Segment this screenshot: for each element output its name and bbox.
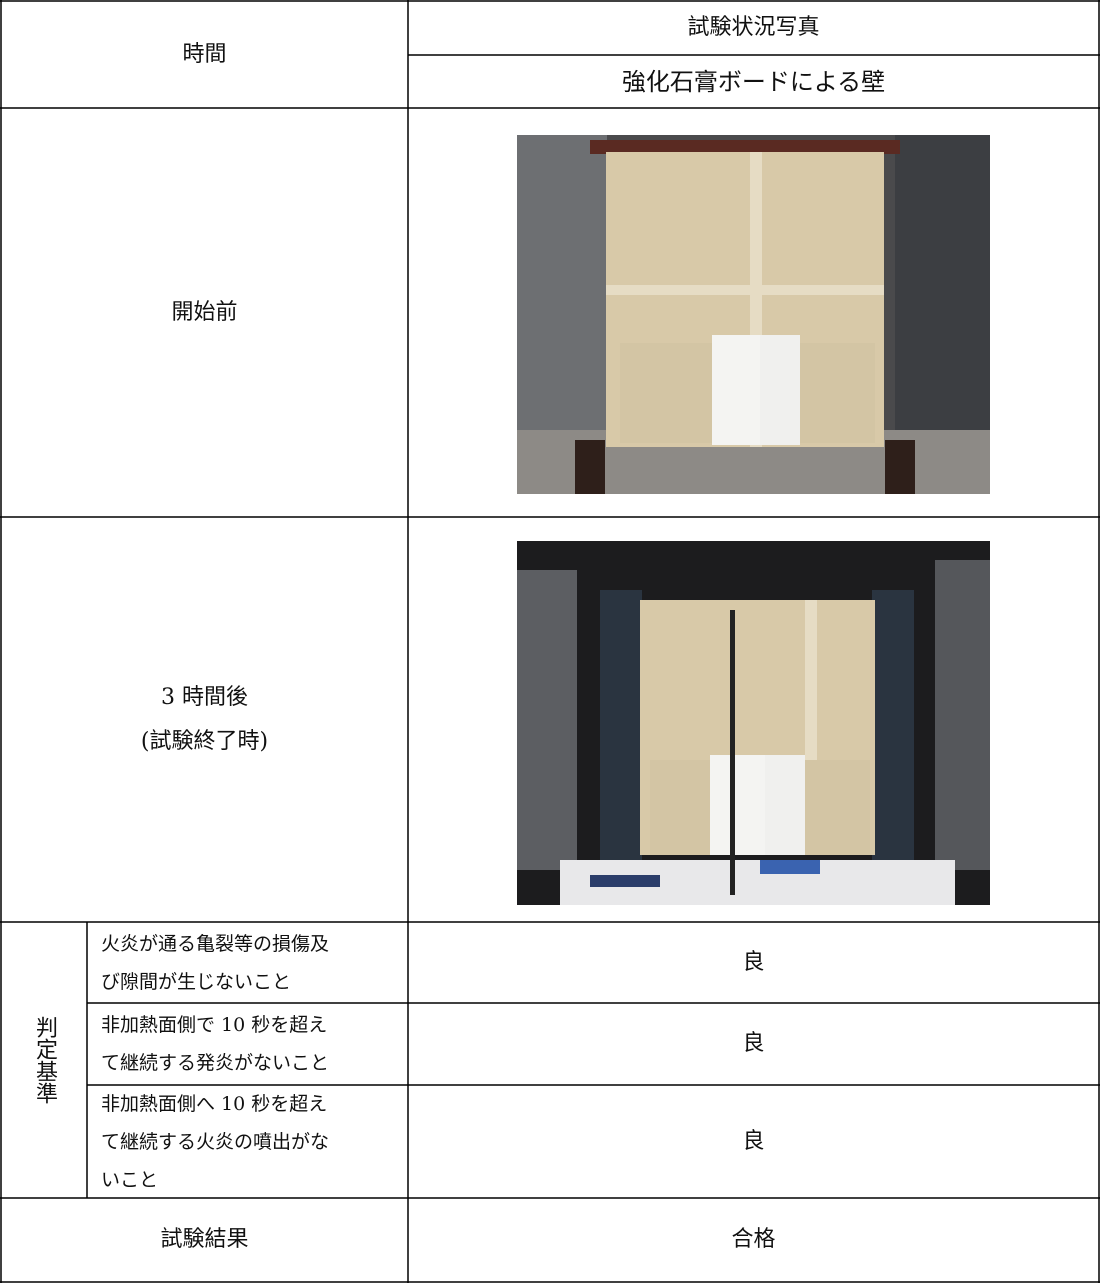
time-cell: 3 時間後 (試験終了時) (1, 517, 408, 922)
specimen-header: 強化石膏ボードによる壁 (408, 55, 1099, 108)
criteria-text: 非加熱面側で 10 秒を超え て継続する発炎がないこと (87, 1003, 408, 1085)
text: 試験結果 (160, 1227, 249, 1252)
text-line: いこと (101, 1168, 159, 1191)
text-line: 非加熱面側へ 10 秒を超え (101, 1092, 328, 1115)
criteria-result: 良 (408, 922, 1099, 1003)
time-cell: 開始前 (1, 108, 408, 517)
text: 良 (742, 949, 765, 975)
result-value: 合格 (408, 1198, 1099, 1282)
criteria-result: 良 (408, 1085, 1099, 1198)
text-line: 3 時間後 (161, 684, 248, 710)
criteria-text: 火炎が通る亀裂等の損傷及 び隙間が生じないこと (87, 922, 408, 1003)
text-line: 火炎が通る亀裂等の損傷及 (101, 932, 330, 955)
photos-header: 試験状況写真 (408, 1, 1099, 55)
text-line: て継続する火炎の噴出がな (101, 1130, 330, 1153)
photo-after (517, 541, 990, 905)
criteria-result: 良 (408, 1003, 1099, 1085)
criteria-text: 非加熱面側へ 10 秒を超え て継続する火炎の噴出がな いこと (87, 1085, 408, 1198)
photo-before (517, 135, 990, 494)
criteria-label: 判定基準 (1, 922, 87, 1198)
text: 強化石膏ボードによる壁 (621, 67, 886, 96)
text: 良 (742, 1031, 765, 1056)
text: 合格 (731, 1227, 776, 1252)
text-line: 非加熱面側で 10 秒を超え (101, 1014, 328, 1036)
text-line: び隙間が生じないこと (101, 970, 292, 993)
text: 良 (742, 1128, 765, 1154)
time-header: 時間 (1, 1, 408, 108)
text-line: て継続する発炎がないこと (101, 1052, 330, 1074)
result-label: 試験結果 (1, 1198, 408, 1282)
text-line: (試験終了時) (140, 728, 269, 754)
text: 試験状況写真 (687, 15, 820, 40)
text-line: 開始前 (171, 299, 238, 325)
text: 時間 (182, 41, 227, 67)
text: 判定基準 (32, 1016, 57, 1104)
